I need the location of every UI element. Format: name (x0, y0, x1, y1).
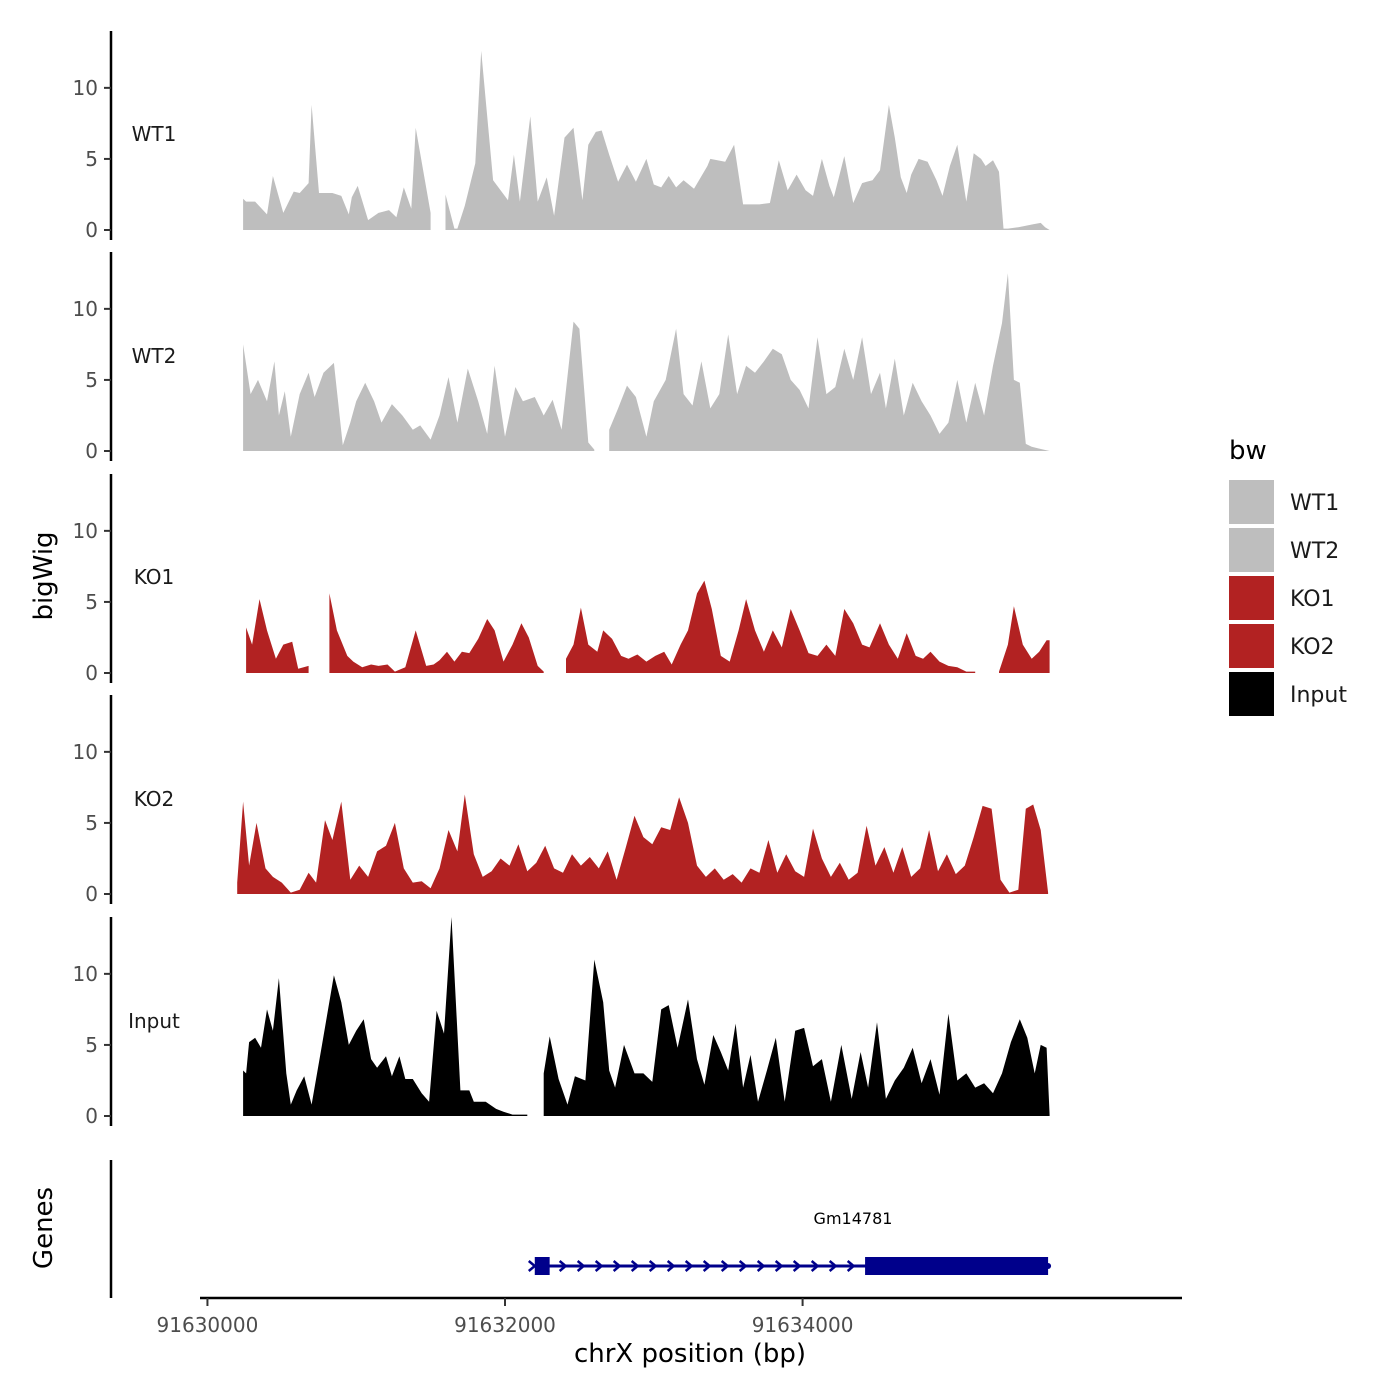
gene-exon-2 (865, 1257, 1049, 1275)
y-axis-title: bigWig (29, 531, 59, 620)
legend-key-wt1 (1229, 480, 1274, 524)
gene-panel-title: Genes (29, 1187, 59, 1269)
strand-arrow (648, 1260, 658, 1272)
y-tick-label-wt2-10: 10 (73, 297, 98, 321)
gene-label: Gm14781 (814, 1209, 893, 1228)
strand-arrow (558, 1260, 568, 1272)
y-tick-label-input-10: 10 (73, 962, 98, 986)
x-axis-title: chrX position (bp) (574, 1339, 806, 1369)
signal-area-ko2 (237, 794, 1049, 894)
strand-arrow (630, 1260, 640, 1272)
x-tick-label-91632000: 91632000 (454, 1313, 556, 1337)
y-tick-label-wt2-0: 0 (85, 439, 98, 463)
track-label-ko1: KO1 (134, 565, 175, 589)
signal-area-wt1 (243, 50, 1050, 231)
track-label-wt2: WT2 (132, 344, 177, 368)
gene-layer (109, 1160, 1052, 1298)
strand-arrow (594, 1260, 604, 1272)
gene-start-mark (527, 1260, 537, 1272)
strand-arrow (576, 1260, 586, 1272)
y-tick-label-ko2-10: 10 (73, 740, 98, 764)
strand-arrow (738, 1260, 748, 1272)
tracks-layer: 0 5 10 0 5 10 0 5 10 0 5 10 0 5 10 (73, 31, 1050, 1128)
track-label-input: Input (128, 1009, 180, 1033)
legend-key-wt2 (1229, 528, 1274, 572)
legend: bw WT1 WT2 KO1 KO2 Input (1229, 436, 1347, 716)
strand-arrow (828, 1260, 838, 1272)
y-tick-label-ko2-0: 0 (85, 882, 98, 906)
signal-area-ko1 (246, 580, 1050, 673)
gene-exon-1 (534, 1257, 550, 1275)
y-tick-label-wt1-10: 10 (73, 76, 98, 100)
strand-arrow (720, 1260, 730, 1272)
y-tick-label-wt1-5: 5 (85, 147, 98, 171)
x-axis: 91630000 91632000 91634000 (157, 1296, 1182, 1337)
strand-arrow (702, 1260, 712, 1272)
legend-label-ko2: KO2 (1290, 635, 1335, 660)
strand-arrow (612, 1260, 622, 1272)
legend-title: bw (1229, 436, 1267, 466)
legend-label-wt2: WT2 (1290, 539, 1339, 564)
track-label-ko2: KO2 (134, 787, 175, 811)
y-tick-label-ko2-5: 5 (85, 811, 98, 835)
legend-label-wt1: WT1 (1290, 491, 1339, 516)
legend-label-ko1: KO1 (1290, 587, 1335, 612)
legend-label-input: Input (1290, 683, 1347, 708)
y-tick-label-ko1-0: 0 (85, 661, 98, 685)
strand-arrow (666, 1260, 676, 1272)
track-label-wt1: WT1 (132, 122, 177, 146)
y-tick-label-ko1-5: 5 (85, 590, 98, 614)
strand-arrow (846, 1260, 856, 1272)
legend-key-ko2 (1229, 624, 1274, 668)
legend-key-ko1 (1229, 576, 1274, 620)
strand-arrow (810, 1260, 820, 1272)
y-tick-label-wt2-5: 5 (85, 368, 98, 392)
signal-area-wt2 (243, 273, 1050, 451)
strand-arrow (756, 1260, 766, 1272)
y-tick-label-input-0: 0 (85, 1104, 98, 1128)
x-tick-label-91634000: 91634000 (752, 1313, 854, 1337)
x-tick-label-91630000: 91630000 (157, 1313, 259, 1337)
y-tick-label-input-5: 5 (85, 1033, 98, 1057)
signal-area-input (243, 917, 1050, 1116)
y-tick-label-wt1-0: 0 (85, 218, 98, 242)
gene-end-mark (1045, 1263, 1052, 1269)
legend-key-input (1229, 672, 1274, 716)
strand-arrow (792, 1260, 802, 1272)
strand-arrow (684, 1260, 694, 1272)
strand-arrow (774, 1260, 784, 1272)
y-tick-label-ko1-10: 10 (73, 519, 98, 543)
